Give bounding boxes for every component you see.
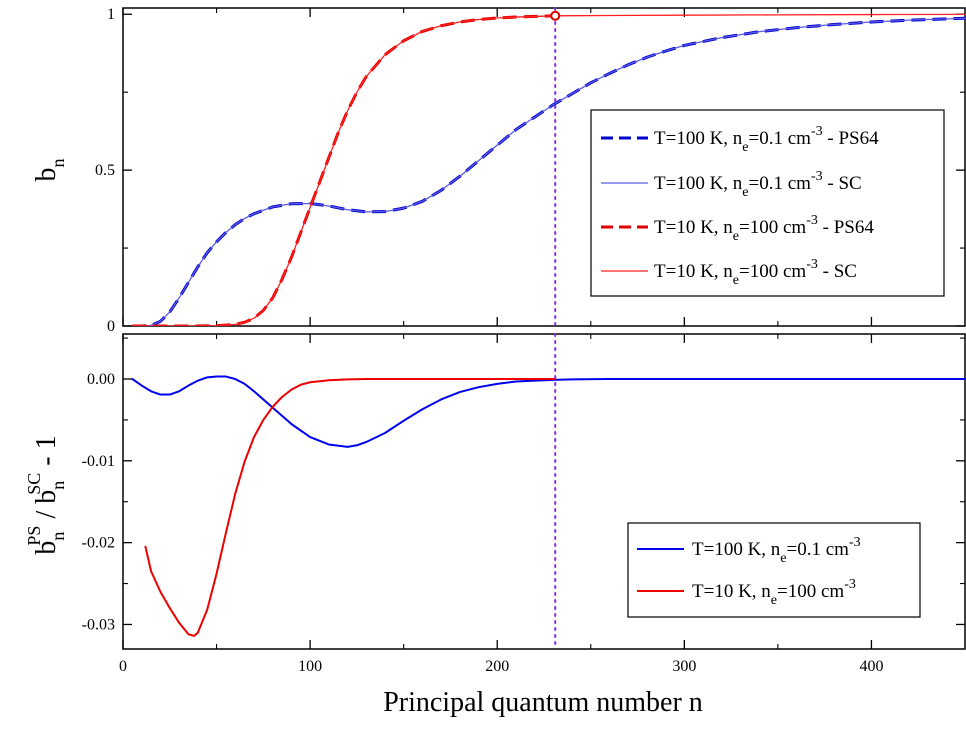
top-series-2-line [131,17,966,326]
top-plot-frame [122,7,966,327]
x-tick-label-200: 200 [485,658,509,675]
x-tick-label-0: 0 [119,658,127,675]
bottom-y-axis-title: bnPS / bnSC - 1 [24,435,68,554]
bottom-legend-box [627,522,921,618]
bottom-legend-label-2: T=10 K, ne=100 cm-3 [692,577,856,608]
bottom-series-2-line [144,378,557,637]
top-legend-label-2: T=100 K, ne=0.1 cm-3 - SC [654,169,862,200]
bottom-legend-label-1: T=100 K, ne=0.1 cm-3 [692,535,861,566]
bottom-y-tick-label: -0.02 [82,535,115,552]
bottom-y-tick-label: 0.00 [87,371,115,388]
top-legend-label-1: T=100 K, ne=0.1 cm-3 - PS64 [654,124,879,155]
x-axis-title: Principal quantum number n [383,687,703,718]
top-marker-circle [550,10,561,21]
x-tick-label-100: 100 [298,658,322,675]
x-tick-label-300: 300 [672,658,696,675]
bottom-plot-frame [122,333,966,650]
top-legend-item-4: T=10 K, ne=100 cm-3 - SC [601,257,857,288]
top-series-4-line [131,13,966,326]
bottom-legend: T=100 K, ne=0.1 cm-3 T=10 K, ne=100 cm-3 [627,522,921,618]
top-y-tick-label: 0 [107,318,115,335]
x-tick-label-400: 400 [859,658,883,675]
top-y-tick-label: 1 [107,6,115,23]
top-series-3-line [132,14,556,326]
top-legend-label-3: T=10 K, ne=100 cm-3 - PS64 [654,213,874,244]
bottom-series-1-line [131,375,966,448]
bottom-y-tick-label: -0.01 [82,453,115,470]
top-legend-item-2: T=100 K, ne=0.1 cm-3 - SC [601,169,862,200]
bottom-legend-item-1: T=100 K, ne=0.1 cm-3 [637,535,861,566]
top-legend: T=100 K, ne=0.1 cm-3 - PS64 T=100 K, ne=… [590,109,945,297]
top-y-tick-label: 0.5 [95,162,115,179]
top-legend-label-4: T=10 K, ne=100 cm-3 - SC [654,257,857,288]
top-y-axis-title: bn [31,159,68,182]
top-legend-box [590,109,945,297]
bottom-legend-item-2: T=10 K, ne=100 cm-3 [637,577,856,608]
top-legend-item-1: T=100 K, ne=0.1 cm-3 - PS64 [601,124,879,155]
top-legend-item-3: T=10 K, ne=100 cm-3 - PS64 [601,213,874,244]
bottom-y-tick-label: -0.03 [82,616,115,633]
